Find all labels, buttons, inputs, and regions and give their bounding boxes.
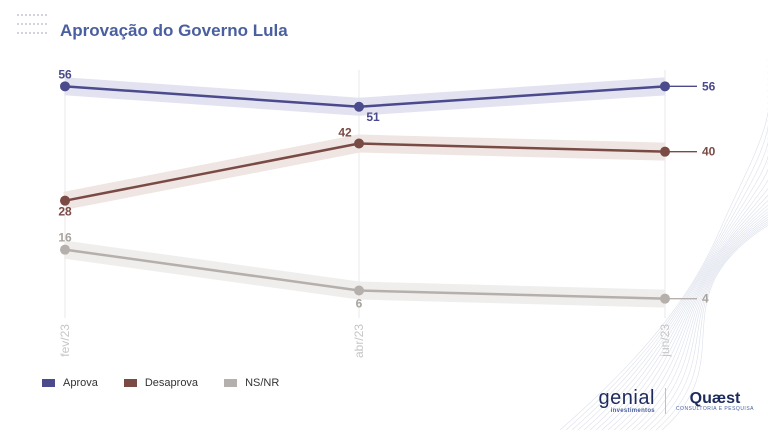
data-label: 4: [702, 292, 709, 306]
wave-line: [631, 132, 768, 430]
data-label: 42: [338, 126, 352, 140]
data-label: 56: [702, 79, 716, 93]
legend-label-nsnr: NS/NR: [245, 377, 280, 389]
data-label: 56: [58, 67, 72, 81]
wave-line: [559, 60, 768, 430]
data-point: [60, 244, 70, 255]
quaest-logo-subtext: CONSULTORIA E PESQUISA: [675, 405, 754, 412]
data-point: [354, 138, 364, 149]
legend-swatch-nsnr: [224, 379, 238, 387]
data-point: [354, 285, 364, 296]
wave-line: [649, 150, 768, 430]
data-label: 28: [58, 205, 72, 219]
legend-swatch-aprova: [42, 379, 55, 387]
x-tick-label: abr/23: [352, 324, 366, 358]
legend-label-desaprova: Desaprova: [144, 377, 199, 389]
legend-swatch-desaprova: [123, 379, 137, 387]
wave-line: [661, 162, 768, 430]
wave-line: [607, 108, 768, 430]
wave-line: [571, 72, 768, 430]
wave-line: [595, 96, 768, 430]
wave-line: [565, 66, 768, 430]
quaest-logo-text: Quæst: [689, 389, 741, 407]
wave-line: [619, 120, 768, 430]
wave-line: [583, 84, 768, 430]
genial-logo-subtext: investimentos: [610, 408, 655, 414]
data-label: 40: [702, 145, 716, 159]
wave-line: [613, 114, 768, 430]
genial-logo-text: genial: [598, 387, 655, 409]
quaest-logo: Quæst CONSULTORIA E PESQUISA: [675, 389, 754, 412]
legend-item-aprova: Aprova: [42, 377, 98, 389]
x-tick-label: fev/23: [58, 324, 72, 357]
x-tick-label: jun/23: [658, 324, 672, 358]
wave-line: [625, 126, 768, 430]
data-label: 51: [366, 110, 380, 124]
wave-line: [589, 90, 768, 430]
data-point: [60, 81, 70, 92]
wave-line: [577, 78, 768, 430]
logo-divider: [664, 388, 666, 414]
data-point: [354, 101, 364, 112]
logos: genial investimentos Quæst CONSULTORIA E…: [599, 388, 754, 414]
data-point: [660, 146, 670, 157]
genial-logo: genial investimentos: [599, 388, 655, 414]
data-point: [660, 81, 670, 92]
wave-line: [637, 138, 768, 430]
data-label: 6: [356, 297, 363, 311]
legend-item-nsnr: NS/NR: [224, 377, 279, 389]
wave-line: [601, 102, 768, 430]
legend-label-aprova: Aprova: [63, 377, 98, 389]
legend-item-desaprova: Desaprova: [123, 377, 199, 389]
wave-line: [655, 156, 768, 430]
data-point: [60, 195, 70, 206]
series-band: [64, 77, 666, 116]
chart-title: Aprovação do Governo Lula: [60, 21, 288, 40]
wave-line: [643, 144, 768, 430]
series-band: [63, 134, 666, 210]
data-label: 16: [58, 231, 72, 245]
chart-legend: Aprova Desaprova NS/NR: [42, 377, 279, 389]
data-point: [660, 293, 670, 304]
dot-pattern-decoration: [17, 14, 47, 34]
